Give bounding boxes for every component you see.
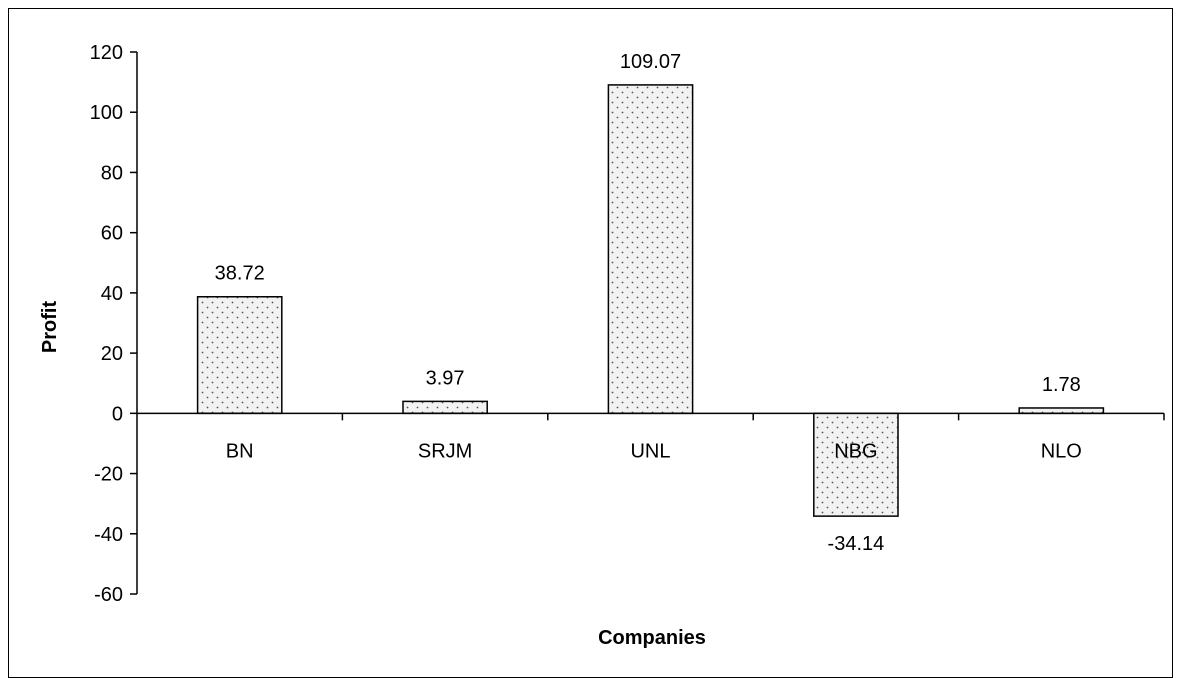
y-tick-label: -60 xyxy=(94,584,123,606)
y-tick-label: 60 xyxy=(101,223,123,245)
x-tick-label: NLO xyxy=(1041,440,1082,462)
y-tick-label: 0 xyxy=(112,403,123,425)
x-axis-title: Companies xyxy=(598,627,706,649)
x-tick-label: BN xyxy=(226,440,254,462)
x-tick-label: SRJM xyxy=(418,440,472,462)
bar-nbg xyxy=(813,412,899,517)
y-tick-label: 100 xyxy=(90,102,123,124)
y-tick-label: 120 xyxy=(90,42,123,64)
bar-bn xyxy=(196,295,283,415)
bars xyxy=(196,84,1105,517)
y-tick-label: 20 xyxy=(101,343,123,365)
x-axis: BN SRJM UNL NBG NLO xyxy=(137,412,1165,462)
bar-nlo xyxy=(1018,407,1105,415)
y-axis: 120 100 80 60 40 20 0 -20 -40 -60 xyxy=(90,42,138,606)
x-tick-label: UNL xyxy=(630,440,670,462)
data-label: -34.14 xyxy=(828,533,885,555)
y-tick-label: -20 xyxy=(94,464,123,486)
y-tick-label: 80 xyxy=(101,162,123,184)
data-label: 109.07 xyxy=(620,51,681,73)
data-labels: 38.72 3.97 109.07 -34.14 1.78 xyxy=(215,51,1081,555)
x-tick-label: NBG xyxy=(834,440,877,462)
data-label: 38.72 xyxy=(215,263,265,285)
bar-unl xyxy=(607,84,694,415)
bar-srjm xyxy=(402,400,488,415)
data-label: 3.97 xyxy=(426,367,465,389)
y-tick-label: 40 xyxy=(101,283,123,305)
y-axis-title: Profit xyxy=(39,301,61,354)
y-tick-label: -40 xyxy=(94,524,123,546)
data-label: 1.78 xyxy=(1042,374,1081,396)
